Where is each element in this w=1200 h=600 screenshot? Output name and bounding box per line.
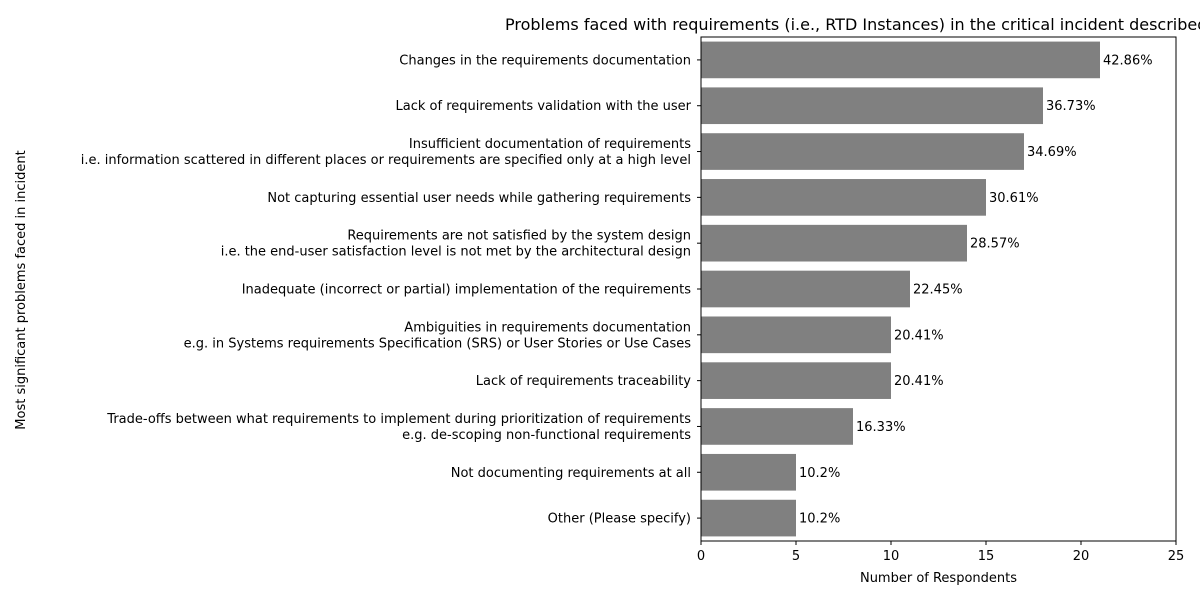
y-tick-label: Other (Please specify) <box>548 512 691 527</box>
x-tick-label: 10 <box>883 549 900 564</box>
bar <box>701 41 1100 79</box>
x-tick-label: 25 <box>1168 549 1185 564</box>
y-tick-label: Lack of requirements validation with the… <box>396 99 692 114</box>
y-tick-label: Trade-offs between what requirements to … <box>106 412 691 443</box>
bar <box>701 408 853 445</box>
y-tick-label: Changes in the requirements documentatio… <box>399 53 691 68</box>
data-label: 42.86% <box>1103 53 1153 68</box>
bar <box>701 133 1024 170</box>
plot-frame <box>700 36 1177 542</box>
data-label: 22.45% <box>913 283 963 298</box>
bar <box>701 362 891 399</box>
x-tick-label: 0 <box>697 549 705 564</box>
bar <box>701 87 1043 125</box>
data-label: 20.41% <box>894 328 944 343</box>
x-tick-label: 5 <box>792 549 800 564</box>
data-label: 10.2% <box>799 512 840 527</box>
bar <box>701 179 986 216</box>
data-label: 34.69% <box>1027 145 1077 160</box>
chart-title: Problems faced with requirements (i.e., … <box>505 15 1200 34</box>
data-label: 36.73% <box>1046 99 1096 114</box>
y-tick-label: Not capturing essential user needs while… <box>267 191 691 206</box>
data-label: 16.33% <box>856 420 906 435</box>
bar <box>701 453 796 491</box>
y-tick-label: Inadequate (incorrect or partial) implem… <box>242 283 692 298</box>
x-axis-label: Number of Respondents <box>860 571 1017 586</box>
y-tick-label: Insufficient documentation of requiremen… <box>81 137 692 168</box>
data-label: 28.57% <box>970 237 1020 252</box>
bar <box>701 224 967 262</box>
x-tick-label: 15 <box>978 549 995 564</box>
y-axis-label: Most significant problems faced in incid… <box>14 150 29 429</box>
bar <box>701 499 796 537</box>
y-tick-label: Not documenting requirements at all <box>451 466 691 481</box>
bar <box>701 316 891 354</box>
data-label: 20.41% <box>894 374 944 389</box>
y-tick-label: Lack of requirements traceability <box>476 374 692 389</box>
bar <box>701 270 910 308</box>
data-label: 30.61% <box>989 191 1039 206</box>
data-label: 10.2% <box>799 466 840 481</box>
y-tick-label: Requirements are not satisfied by the sy… <box>221 229 691 260</box>
x-tick-label: 20 <box>1073 549 1090 564</box>
y-tick-label: Ambiguities in requirements documentatio… <box>184 320 692 351</box>
plot-area: 42.86% Changes in the requirements docume… <box>81 36 1185 564</box>
